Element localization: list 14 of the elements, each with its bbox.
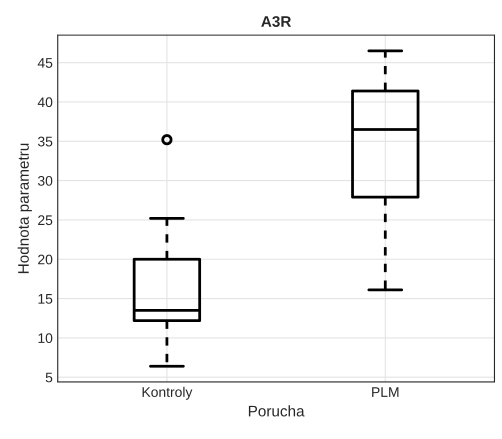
y-tick-label: 5 xyxy=(46,372,52,382)
y-tick-label: 20 xyxy=(38,254,52,264)
y-tick-label: 15 xyxy=(38,294,52,304)
y-tick-label: 40 xyxy=(38,97,52,108)
x-tick-label: Kontroly xyxy=(142,386,192,400)
y-tick-label: 30 xyxy=(38,176,52,186)
x-tick-label: PLM xyxy=(372,387,398,397)
y-tick-label: 35 xyxy=(38,136,52,146)
y-tick-label: 45 xyxy=(38,58,52,68)
y-tick-label: 10 xyxy=(38,333,52,344)
y-axis-title: Hodnota parametru xyxy=(18,144,32,274)
x-axis-title: Porucha xyxy=(248,405,305,417)
y-tick-label: 25 xyxy=(38,215,52,226)
chart-title: A3R xyxy=(261,16,292,27)
